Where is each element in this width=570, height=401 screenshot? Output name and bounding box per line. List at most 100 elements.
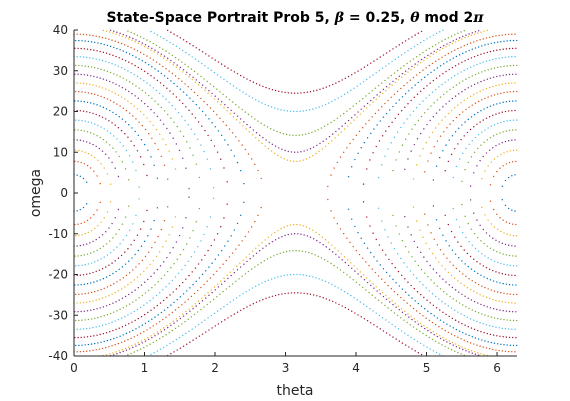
data-point <box>411 65 413 68</box>
data-point <box>254 220 256 223</box>
data-point <box>238 278 240 280</box>
data-point <box>115 83 117 85</box>
data-point <box>174 216 177 218</box>
data-point <box>458 226 461 228</box>
data-point <box>280 227 282 230</box>
data-point <box>252 303 255 305</box>
data-point <box>80 161 82 164</box>
data-point <box>143 281 146 284</box>
data-point <box>192 45 194 47</box>
data-point <box>187 85 189 88</box>
data-point <box>365 261 367 263</box>
data-point <box>443 45 445 47</box>
data-point <box>501 273 504 275</box>
data-point <box>363 279 366 281</box>
data-point <box>411 297 413 299</box>
data-point <box>466 340 469 343</box>
data-point <box>496 308 498 311</box>
data-point <box>441 344 443 346</box>
data-point <box>358 100 361 102</box>
data-point <box>466 97 469 99</box>
data-point <box>273 129 275 131</box>
data-point <box>454 335 456 337</box>
data-point <box>248 253 251 255</box>
data-point <box>434 340 437 342</box>
data-point <box>111 345 113 347</box>
data-point <box>94 342 96 345</box>
data-point <box>101 59 104 62</box>
data-point <box>299 224 301 226</box>
data-point <box>482 228 484 231</box>
data-point <box>289 224 292 226</box>
data-point <box>469 255 472 258</box>
data-point <box>271 295 274 297</box>
data-point <box>192 339 194 341</box>
data-point <box>485 60 488 62</box>
data-point <box>469 318 472 320</box>
data-point <box>266 258 269 260</box>
data-point <box>435 333 438 335</box>
data-point <box>488 297 491 300</box>
data-point <box>124 68 126 71</box>
data-point <box>400 274 403 276</box>
data-point <box>223 78 225 81</box>
data-point <box>150 30 152 33</box>
data-point <box>268 243 270 245</box>
data-point <box>211 57 213 59</box>
data-point <box>143 220 145 223</box>
data-point <box>140 315 143 318</box>
data-point <box>407 226 409 228</box>
data-point <box>413 318 416 320</box>
data-point <box>477 72 480 74</box>
data-point <box>452 298 454 300</box>
data-point <box>178 59 180 61</box>
data-point <box>461 124 463 126</box>
data-point <box>158 92 161 94</box>
data-point <box>163 309 166 311</box>
data-point <box>441 83 443 86</box>
data-point <box>141 124 144 127</box>
trajectory-series <box>74 149 518 237</box>
data-point <box>167 77 169 80</box>
data-point <box>298 250 300 252</box>
data-point <box>80 73 82 76</box>
data-point <box>76 302 78 304</box>
data-point <box>98 348 101 350</box>
data-point <box>257 120 259 122</box>
data-point <box>162 327 165 329</box>
data-point <box>186 71 188 73</box>
data-point <box>366 168 368 170</box>
data-point <box>187 66 189 68</box>
data-point <box>457 351 459 354</box>
data-point <box>341 305 343 307</box>
data-point <box>309 91 312 93</box>
data-point <box>333 264 335 267</box>
data-point <box>208 329 210 331</box>
data-point <box>335 130 337 133</box>
data-point <box>278 147 280 149</box>
data-point <box>169 90 171 92</box>
data-point <box>423 112 426 114</box>
data-point <box>339 228 342 230</box>
data-point <box>100 221 102 224</box>
data-point <box>79 33 82 35</box>
data-point <box>490 95 493 97</box>
data-point <box>490 161 493 163</box>
data-point <box>502 219 504 221</box>
data-point <box>102 106 105 109</box>
data-point <box>423 76 426 78</box>
data-point <box>230 235 232 237</box>
data-point <box>153 307 155 309</box>
data-point <box>152 59 155 61</box>
data-point <box>156 177 159 179</box>
data-point <box>284 149 286 152</box>
data-point <box>347 308 350 311</box>
data-point <box>83 101 86 103</box>
data-point <box>438 342 440 344</box>
data-point <box>298 134 300 136</box>
data-point <box>396 69 399 72</box>
data-point <box>342 271 345 274</box>
data-point <box>74 39 77 42</box>
data-point <box>122 350 124 353</box>
data-point <box>239 74 242 77</box>
